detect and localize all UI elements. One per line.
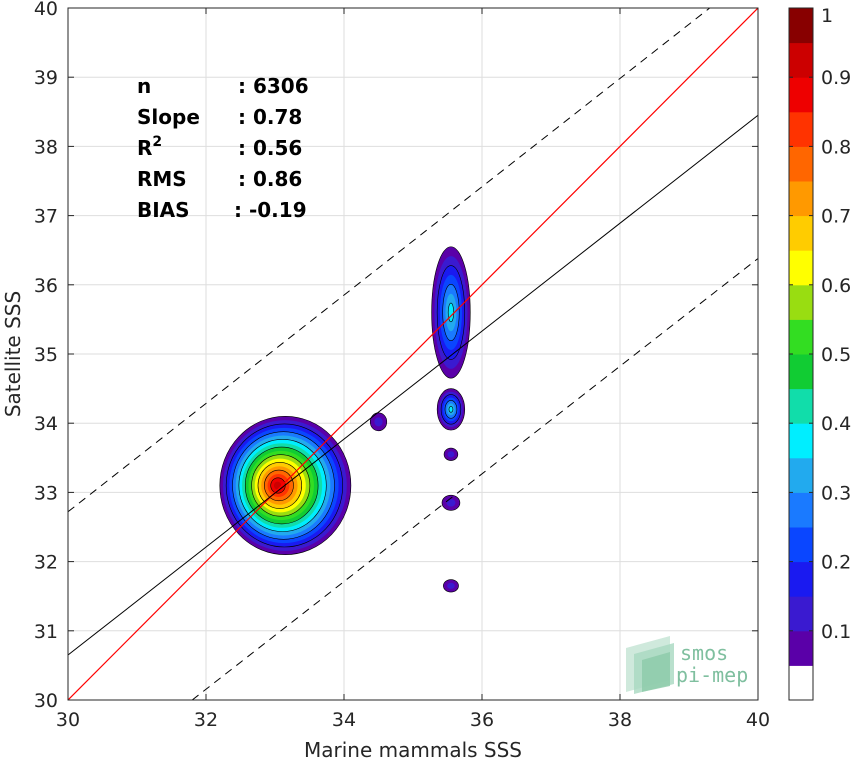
colorbar: 0.1 0.2 0.3 0.4 0.5 0.6 0.7 0.8 0.9 1 (788, 5, 851, 701)
colorbar-tick-label: 0.7 (821, 206, 851, 228)
colorbar-segment-10 (789, 319, 813, 355)
density-contour-2-6 (448, 406, 454, 413)
colorbar-segment-11 (789, 284, 813, 320)
y-axis-label: Satellite SSS (1, 291, 25, 417)
stat-label-r: R2 (137, 134, 162, 160)
regression-line (68, 114, 758, 656)
density-contour-4-1 (447, 451, 455, 458)
stat-label-bias: BIAS (137, 198, 190, 222)
colorbar-segment-19 (789, 8, 813, 44)
stat-label-slope: Slope (137, 105, 200, 129)
y-tick-label: 38 (34, 136, 58, 158)
y-tick-label: 34 (34, 413, 58, 435)
y-tick-label: 33 (34, 482, 58, 504)
y-tick-label: 31 (34, 621, 58, 643)
colorbar-segment-5 (789, 492, 813, 528)
logo-text-smos: smos (680, 641, 728, 665)
colorbar-tick-label: 0.4 (821, 413, 851, 435)
x-tick-label: 36 (470, 709, 494, 731)
density-contour-3-1 (374, 417, 383, 427)
colorbar-segment-6 (789, 457, 813, 493)
y-tick-label: 39 (34, 67, 58, 89)
colorbar-segment-2 (789, 596, 813, 632)
logo-text-pimep: pi-mep (676, 663, 748, 687)
density-contour-6-1 (447, 582, 455, 589)
stat-value-r: : 0.56 (238, 136, 302, 160)
y-axis-ticks: 30 31 32 33 34 35 36 37 38 39 40 (34, 0, 758, 712)
colorbar-segment-3 (789, 561, 813, 597)
colorbar-tick-label: 0.5 (821, 344, 851, 366)
logo-mark-3 (642, 652, 670, 692)
colorbar-tick-label: 0.6 (821, 275, 851, 297)
error-band-line-1 (191, 258, 758, 700)
colorbar-segment-13 (789, 215, 813, 251)
colorbar-segment-18 (789, 42, 813, 78)
colorbar-segment-12 (789, 250, 813, 286)
identity-line (68, 8, 758, 700)
stat-label-text: R (137, 136, 152, 160)
colorbar-segment-4 (789, 527, 813, 563)
colorbar-segment-16 (789, 111, 813, 147)
colorbar-segment-1 (789, 630, 813, 666)
colorbar-segment-0 (789, 665, 813, 701)
y-tick-label: 32 (34, 552, 58, 574)
colorbar-tick-label: 0.1 (821, 621, 851, 643)
colorbar-tick-label: 0.3 (821, 482, 851, 504)
x-axis-ticks: 30 32 34 36 38 40 (56, 8, 770, 731)
stats-box: n : 6306 Slope : 0.78 R2 : 0.56 RMS : 0.86 BIAS:… (137, 74, 309, 222)
colorbar-tick-label: 0.9 (821, 67, 851, 89)
density-contour-1-6 (447, 302, 455, 323)
y-tick-label: 35 (34, 344, 58, 366)
error-band-line-0 (68, 8, 711, 513)
colorbar-segment-7 (789, 423, 813, 459)
x-tick-label: 40 (746, 709, 770, 731)
y-tick-label: 36 (34, 275, 58, 297)
colorbar-segment-9 (789, 354, 813, 390)
colorbar-segment-14 (789, 181, 813, 217)
grid (68, 8, 758, 700)
stat-value-slope: : 0.78 (238, 105, 302, 129)
x-tick-label: 32 (194, 709, 218, 731)
stat-label-n: n (137, 74, 151, 98)
colorbar-tick-label: 0.2 (821, 552, 851, 574)
stat-label-rms: RMS (137, 167, 187, 191)
colorbar-tick-label: 0.8 (821, 136, 851, 158)
stat-value-n: : 6306 (238, 74, 309, 98)
x-axis-label: Marine mammals SSS (304, 738, 522, 762)
colorbar-segment-15 (789, 146, 813, 182)
stat-value-bias: : -0.19 (234, 198, 307, 222)
stat-label-superscript: 2 (152, 134, 162, 150)
colorbar-segment-17 (789, 77, 813, 113)
reference-lines (68, 8, 758, 700)
x-tick-label: 30 (56, 709, 80, 731)
x-tick-label: 38 (608, 709, 632, 731)
smos-pimep-logo: smos pi-mep (626, 636, 748, 694)
x-tick-label: 34 (332, 709, 356, 731)
colorbar-tick-label: 1 (821, 5, 833, 27)
density-contour-5-1 (446, 498, 456, 507)
y-tick-label: 30 (34, 690, 58, 712)
y-tick-label: 37 (34, 206, 58, 228)
density-contour-0-17 (273, 481, 282, 490)
y-tick-label: 40 (34, 0, 58, 20)
stat-value-rms: : 0.86 (238, 167, 302, 191)
colorbar-segment-8 (789, 388, 813, 424)
